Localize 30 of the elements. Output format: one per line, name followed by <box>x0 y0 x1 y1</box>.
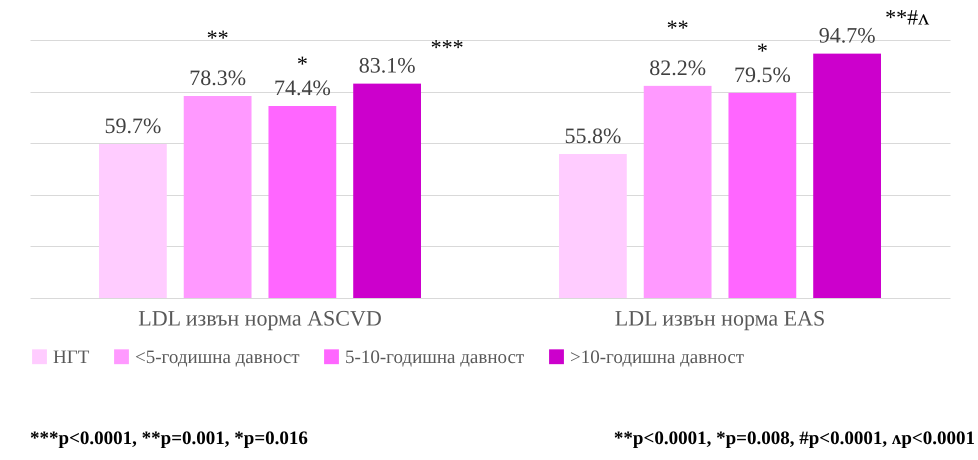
x-tick-label: LDL извън норма EAS <box>614 306 826 330</box>
annotation: *** <box>430 34 464 60</box>
bar <box>268 106 336 298</box>
bar <box>99 144 167 298</box>
annotation: * <box>756 38 768 63</box>
legend-label: >10-годишна давност <box>570 346 745 368</box>
x-tick-label: LDL извън норма ASCVD <box>138 306 382 330</box>
data-label: 78.3% <box>189 64 246 90</box>
data-label: 59.7% <box>104 112 162 138</box>
text: ** <box>666 14 689 40</box>
data-label: 79.5% <box>734 62 791 87</box>
data-label: 82.2% <box>649 54 706 80</box>
legend-label: НГТ <box>53 346 90 368</box>
data-label: 94.7% <box>818 22 876 48</box>
text: **#ʌ <box>885 4 930 30</box>
bar <box>728 92 796 298</box>
text: ***p<0.0001, **p=0.001, *p=0.016 <box>30 428 308 450</box>
annotation: * <box>296 51 308 76</box>
bar <box>353 84 421 298</box>
bar <box>644 86 712 298</box>
legend-label: <5-годишна давност <box>135 346 300 368</box>
data-label: 74.4% <box>274 75 331 100</box>
data-label: 55.8% <box>564 123 622 148</box>
bar <box>559 154 627 298</box>
bar <box>813 54 881 298</box>
legend-label: 5-10-годишна давност <box>345 346 525 368</box>
data-label: 83.1% <box>358 52 416 78</box>
annotation: ** <box>206 24 229 50</box>
text: **p<0.0001, *p=0.008, #p<0.0001, ʌp<0.0001 <box>614 428 975 450</box>
bar <box>184 96 252 298</box>
